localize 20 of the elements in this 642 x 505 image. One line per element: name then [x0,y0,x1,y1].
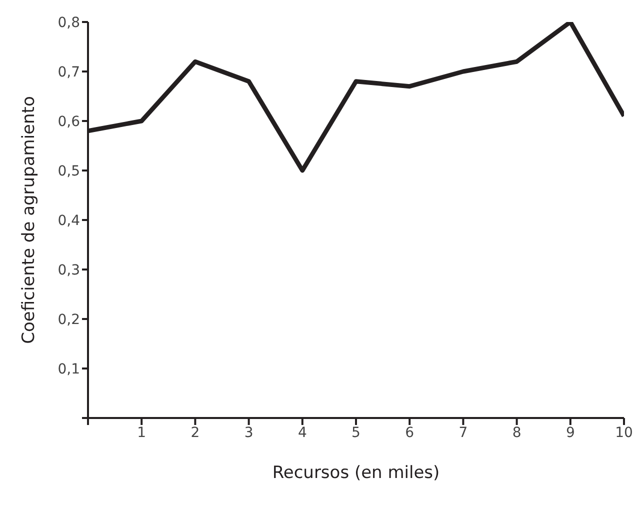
y-tick-label: 0,3 [58,262,80,278]
y-tick-label: 0,7 [58,64,80,80]
x-tick-label: 4 [298,424,307,441]
y-axis-title: Coeficiente de agrupamiento [19,96,40,344]
x-tick-label: 6 [405,424,414,441]
x-tick-label: 1 [137,424,146,441]
x-tick-label: 8 [512,424,522,441]
x-tick-label: 10 [615,424,633,441]
y-tick-label: 0,6 [58,114,80,130]
x-tick-label: 5 [352,424,360,441]
x-tick-label: 2 [190,424,200,441]
x-tick-label: 3 [244,424,254,441]
x-tick-label: 9 [566,424,575,441]
y-tick-label: 0,4 [58,212,80,229]
x-axis-title: Recursos (en miles) [272,463,440,483]
y-tick-label: 0,8 [58,14,80,31]
y-tick-label: 0,1 [58,361,80,378]
y-tick-label: 0,5 [58,163,80,180]
x-tick-label: 7 [458,424,468,441]
y-tick-label: 0,2 [58,312,80,328]
